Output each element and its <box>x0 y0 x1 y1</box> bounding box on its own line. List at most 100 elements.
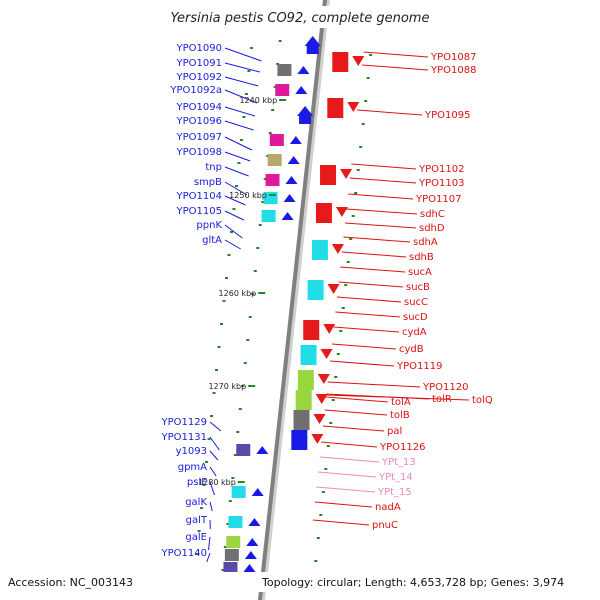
map-tick-25 <box>229 231 233 233</box>
kbp-label-4: 1280 kbp <box>198 478 236 487</box>
map-tick-53 <box>326 445 330 447</box>
map-tick-39 <box>246 339 250 341</box>
left-feature-block-12 <box>226 536 241 548</box>
map-tick-43 <box>215 369 219 371</box>
leader-right-2 <box>357 109 423 116</box>
leader-right-3 <box>351 163 417 170</box>
leader-right-7 <box>344 222 417 229</box>
gene-label-smpb: smpB <box>194 177 222 188</box>
gene-label-tola: tolA <box>391 397 411 408</box>
leader-right-21 <box>324 409 388 416</box>
map-tick-23 <box>351 215 355 217</box>
leader-right-1 <box>362 64 429 71</box>
right-feature-block-6 <box>303 320 320 340</box>
leader-right-27 <box>314 501 373 508</box>
left-strand-arrow-9 <box>256 446 269 454</box>
map-tick-32 <box>344 284 348 286</box>
gene-label-nada: nadA <box>375 502 401 513</box>
gene-label-gpma: gpmA <box>178 462 207 473</box>
left-feature-block-1 <box>277 64 292 76</box>
map-tick-59 <box>321 491 325 493</box>
map-tick-64 <box>197 530 201 532</box>
gene-label-y1093: y1093 <box>176 446 207 457</box>
genome-summary-text: Topology: circular; Length: 4,653,728 bp… <box>261 576 564 589</box>
right-strand-arrow-8 <box>317 374 330 384</box>
map-tick-66 <box>223 546 227 548</box>
map-tick-26 <box>349 238 353 240</box>
leader-right-14 <box>333 326 400 333</box>
left-strand-arrow-12 <box>246 538 259 546</box>
map-tick-37 <box>220 323 224 325</box>
kbp-tick-2 <box>258 292 266 294</box>
map-tick-27 <box>256 247 260 249</box>
gene-label-suca: sucA <box>408 267 432 278</box>
backbone-line <box>257 0 328 600</box>
gene-label-ypo1095: YPO1095 <box>424 110 470 121</box>
map-tick-36 <box>248 316 252 318</box>
accession-text: Accession: NC_003143 <box>8 576 133 589</box>
left-feature-block-14 <box>223 562 238 574</box>
leader-right-15 <box>331 343 397 350</box>
kbp-label-2: 1260 kbp <box>219 289 257 298</box>
gene-label-ypo1092a: YPO1092a <box>169 85 222 96</box>
gene-label-pnuc: pnuC <box>372 520 398 531</box>
right-strand-arrow-5 <box>327 284 340 294</box>
leader-right-12 <box>336 296 402 303</box>
right-strand-arrow-11 <box>311 434 324 444</box>
left-strand-arrow-1 <box>297 66 310 74</box>
map-tick-16 <box>237 162 241 164</box>
map-tick-10 <box>242 116 246 118</box>
leader-right-9 <box>341 251 407 258</box>
left-feature-block-9 <box>236 444 251 456</box>
gene-label-glta: gltA <box>202 235 222 246</box>
right-feature-block-1 <box>327 98 344 118</box>
gene-label-sucb: sucB <box>406 282 430 293</box>
kbp-label-1: 1250 kbp <box>229 191 267 200</box>
map-tick-45 <box>241 385 245 387</box>
gene-label-ypo1126: YPO1126 <box>379 442 425 453</box>
leader-right-4 <box>349 177 417 184</box>
leader-right-11 <box>338 281 404 288</box>
left-feature-block-5 <box>267 154 282 166</box>
map-tick-58 <box>202 484 206 486</box>
gene-label-ypo1140: YPO1140 <box>161 548 207 559</box>
leader-left-22 <box>206 552 211 563</box>
gene-label-ypo1129: YPO1129 <box>161 417 207 428</box>
gene-label-tolb: tolB <box>390 410 410 421</box>
leader-left-15 <box>209 436 220 451</box>
map-tick-14 <box>359 146 363 148</box>
map-tick-35 <box>341 307 345 309</box>
right-strand-arrow-6 <box>323 324 336 334</box>
map-tick-44 <box>334 376 338 378</box>
left-feature-block-4 <box>269 134 284 146</box>
leader-right-26 <box>316 486 376 493</box>
leader-right-6 <box>346 208 418 215</box>
right-strand-arrow-2 <box>340 169 353 179</box>
gene-label-sdhb: sdhB <box>409 252 434 263</box>
map-tick-11 <box>361 123 365 125</box>
left-feature-block-13 <box>224 549 239 561</box>
leader-left-5 <box>224 120 254 131</box>
leader-left-12 <box>224 224 243 239</box>
leader-left-19 <box>209 501 213 512</box>
map-tick-24 <box>258 224 262 226</box>
right-strand-arrow-10 <box>313 414 326 424</box>
map-tick-67 <box>195 553 199 555</box>
right-feature-block-11 <box>291 430 308 450</box>
left-gene-arrow-0 <box>304 36 321 46</box>
map-tick-12 <box>268 132 272 134</box>
kbp-tick-3 <box>248 385 256 387</box>
leader-right-20 <box>326 396 389 403</box>
map-tick-6 <box>273 86 277 88</box>
gene-label-ypo1088: YPO1088 <box>430 65 476 76</box>
gene-label-sdhc: sdhC <box>420 209 445 220</box>
gene-label-cyda: cydA <box>402 327 427 338</box>
left-strand-arrow-4 <box>289 136 302 144</box>
gene-label-ypo1091: YPO1091 <box>176 58 222 69</box>
left-gene-body-0 <box>306 46 319 54</box>
map-tick-4 <box>247 70 251 72</box>
map-tick-69 <box>221 569 225 571</box>
gene-label-ypo1098: YPO1098 <box>176 147 222 158</box>
gene-label-ypo1096: YPO1096 <box>176 116 222 127</box>
